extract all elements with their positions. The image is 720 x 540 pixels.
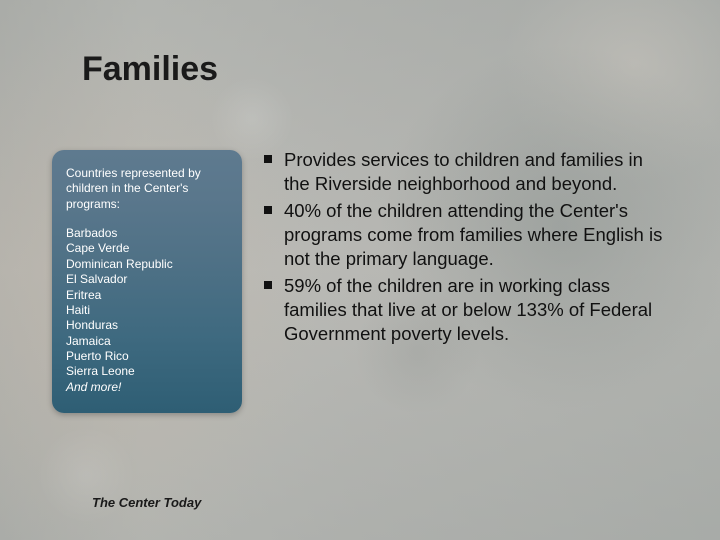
country-item: Eritrea (66, 288, 228, 303)
bullet-item: Provides services to children and famili… (262, 148, 672, 195)
bullet-item: 40% of the children attending the Center… (262, 199, 672, 270)
country-item: Puerto Rico (66, 349, 228, 364)
page-title: Families (82, 50, 218, 89)
country-item: Barbados (66, 226, 228, 241)
country-item: Dominican Republic (66, 257, 228, 272)
sidebar-heading: Countries represented by children in the… (66, 166, 228, 212)
country-item: Honduras (66, 318, 228, 333)
countries-sidebar: Countries represented by children in the… (52, 150, 242, 413)
country-item: Jamaica (66, 334, 228, 349)
countries-list: Barbados Cape Verde Dominican Republic E… (66, 226, 228, 395)
country-item: Haiti (66, 303, 228, 318)
country-item: Cape Verde (66, 241, 228, 256)
country-item: Sierra Leone (66, 364, 228, 379)
country-item: El Salvador (66, 272, 228, 287)
and-more: And more! (66, 380, 228, 395)
bullet-item: 59% of the children are in working class… (262, 274, 672, 345)
footer-text: The Center Today (92, 495, 201, 510)
bullet-list: Provides services to children and famili… (262, 148, 672, 349)
